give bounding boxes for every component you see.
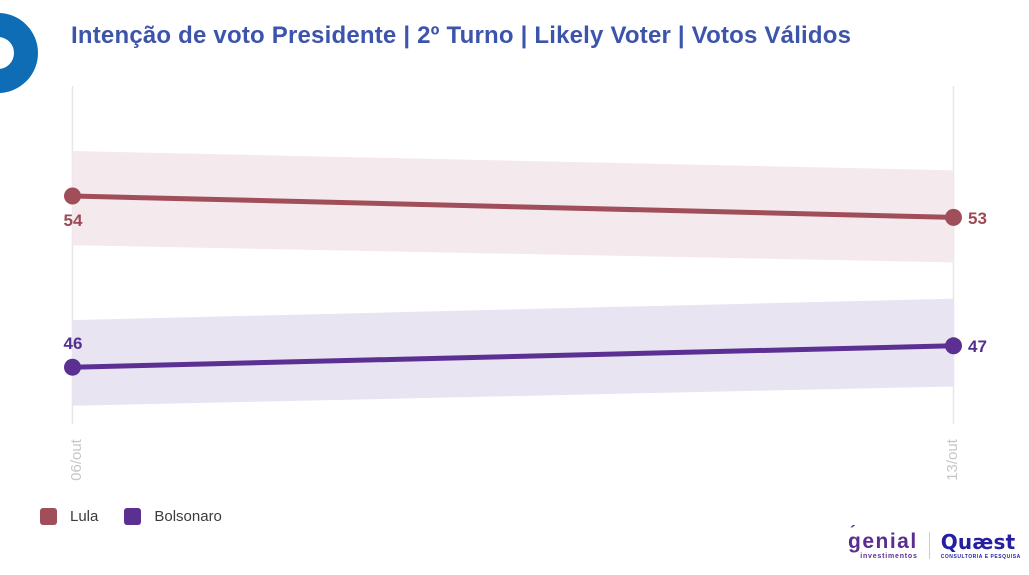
genial-accent-mark: ´ [850,522,858,541]
value-label-bolsonaro-06out: 46 [63,334,83,353]
quaest-tagline: CONSULTORIA E PESQUISA [940,553,1021,560]
logo-divider [928,532,930,559]
quaest-wordmark: Quæst [940,529,1016,554]
genial-wordmark: genial [848,530,918,553]
legend-label-lula: Lula [70,508,99,525]
value-label-lula-13out: 53 [968,209,987,228]
series-line-lula [72,193,954,220]
legend-swatch-lula [40,508,57,525]
legend: Lula Bolsonaro [40,508,222,525]
genial-logo: ´ genial investimentos [848,523,918,560]
legend-swatch-bolsonaro [124,508,142,525]
genial-tagline: investimentos [860,553,918,560]
value-label-bolsonaro-13out: 47 [968,337,987,356]
x-axis-label-06out: 06/out [68,439,85,481]
data-point-lula [64,187,81,205]
confidence-band-bolsonaro [72,298,954,406]
x-axis-label-13out: 13/out [944,439,961,481]
value-label-lula-06out: 54 [63,211,83,230]
chart-title: Intenção de voto Presidente | 2º Turno |… [71,22,852,49]
quaest-logo: Quæst CONSULTORIA E PESQUISA [941,532,1021,560]
data-point-bolsonaro [64,358,81,376]
genial-logo-name: ´ genial [848,523,918,553]
footer-logos: ´ genial investimentos Quæst CONSULTORIA … [848,523,1021,560]
data-point-lula [945,208,962,226]
legend-item-bolsonaro: Bolsonaro [124,508,222,525]
legend-label-bolsonaro: Bolsonaro [154,508,222,525]
legend-item-lula: Lula [40,508,98,525]
series-line-bolsonaro [72,343,954,370]
data-point-bolsonaro [945,337,962,355]
